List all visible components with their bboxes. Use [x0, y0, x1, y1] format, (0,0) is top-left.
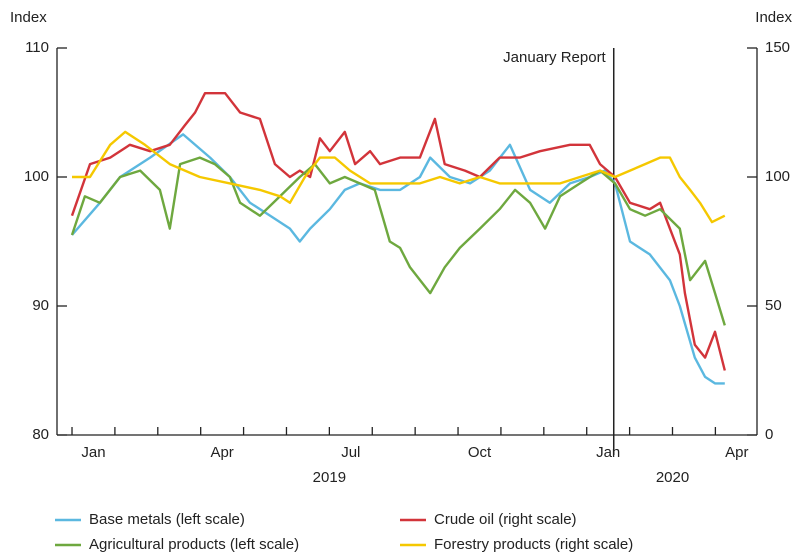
y-tick-label: 80: [32, 426, 49, 443]
legend-label: Crude oil (right scale): [434, 511, 577, 528]
x-tick-label: Jul: [341, 444, 360, 461]
year-label: 2020: [656, 469, 689, 486]
y-tick-label: 100: [24, 168, 49, 185]
y2-tick-label: 100: [765, 168, 790, 185]
legend-label: Base metals (left scale): [89, 511, 245, 528]
x-tick-label: Oct: [468, 444, 492, 461]
annotation: January Report: [503, 49, 606, 66]
legend-label: Agricultural products (left scale): [89, 536, 299, 553]
x-tick-label: Apr: [725, 444, 748, 461]
y-axis-label: Index: [10, 9, 47, 26]
legend-label: Forestry products (right scale): [434, 536, 633, 553]
x-tick-label: Jan: [81, 444, 105, 461]
x-tick-label: Apr: [210, 444, 233, 461]
series-line: [70, 156, 726, 326]
y2-tick-label: 150: [765, 39, 790, 56]
y2-tick-label: 50: [765, 297, 782, 314]
y-tick-label: 90: [32, 297, 49, 314]
year-label: 2019: [313, 469, 346, 486]
y-tick-label: 110: [25, 39, 49, 56]
y2-tick-label: 0: [765, 426, 773, 443]
y2-axis-label: Index: [755, 9, 792, 26]
series-line: [70, 92, 726, 371]
series-line: [72, 130, 726, 224]
x-tick-label: Jan: [596, 444, 620, 461]
